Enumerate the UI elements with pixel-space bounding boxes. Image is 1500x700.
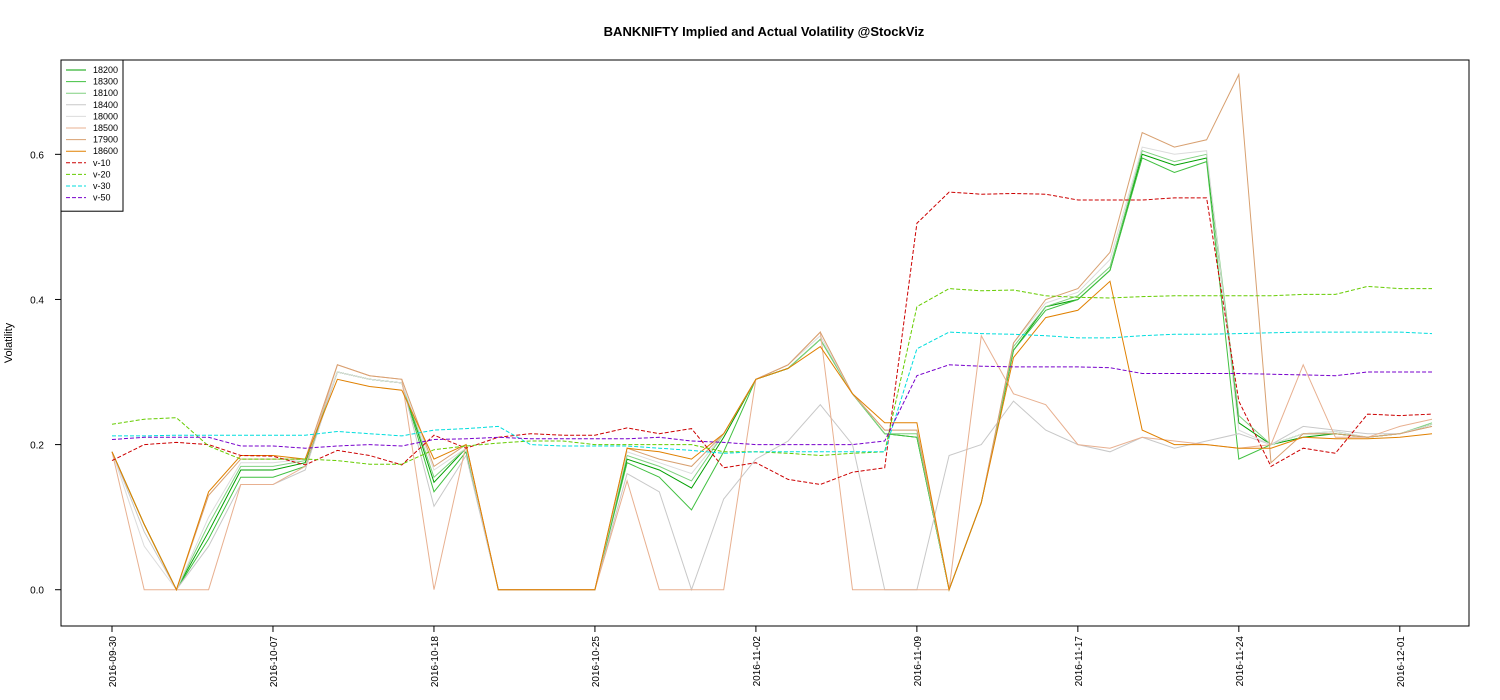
legend-label: v-30	[93, 181, 111, 191]
y-tick-label: 0.2	[30, 441, 44, 452]
legend-label: 18500	[93, 123, 118, 133]
series-line-18500	[111, 331, 1433, 591]
chart-title: BANKNIFTY Implied and Actual Volatility …	[604, 24, 925, 39]
legend-label: 18200	[93, 65, 118, 75]
legend-label: 18300	[93, 77, 118, 87]
legend-label: 18100	[93, 88, 118, 98]
legend-label: 17900	[93, 135, 118, 145]
y-axis-label: Volatility	[3, 322, 15, 363]
x-tick-label: 2016-10-18	[430, 636, 441, 688]
x-tick-label: 2016-10-07	[269, 636, 280, 688]
series-line-18100	[111, 150, 1433, 592]
x-tick-label: 2016-11-09	[913, 636, 924, 687]
legend-box	[60, 59, 124, 212]
x-tick-label: 2016-09-30	[108, 636, 119, 688]
series-line-17900	[111, 72, 1433, 592]
series-line-18600	[111, 280, 1433, 592]
series-line-v-20	[111, 285, 1432, 465]
x-tick-label: 2016-11-17	[1074, 636, 1085, 687]
legend-label: 18400	[93, 100, 118, 110]
series-line-v-50	[111, 364, 1432, 449]
series-line-v-10	[111, 191, 1433, 486]
series-layer	[111, 72, 1433, 592]
x-axis: 2016-09-30 2016-10-07 2016-10-18 2016-10-25…	[108, 626, 1407, 687]
legend-label: 18000	[93, 111, 118, 121]
y-tick-label: 0.4	[30, 295, 44, 306]
series-line-18400	[111, 371, 1433, 592]
legend-label: 18600	[93, 146, 118, 156]
x-tick-label: 2016-10-25	[591, 636, 602, 688]
legend-label: v-50	[93, 193, 111, 203]
legend-label: v-10	[93, 158, 111, 168]
x-tick-label: 2016-12-01	[1396, 636, 1407, 688]
plot-frame	[60, 59, 1470, 627]
y-tick-label: 0.0	[30, 586, 44, 597]
legend-label: v-20	[93, 169, 111, 179]
y-axis: 0.0 0.2 0.4 0.6	[30, 150, 61, 597]
series-line-v-30	[112, 331, 1433, 454]
x-tick-label: 2016-11-24	[1235, 636, 1246, 687]
x-tick-label: 2016-11-02	[752, 636, 763, 687]
y-tick-label: 0.6	[30, 150, 44, 161]
